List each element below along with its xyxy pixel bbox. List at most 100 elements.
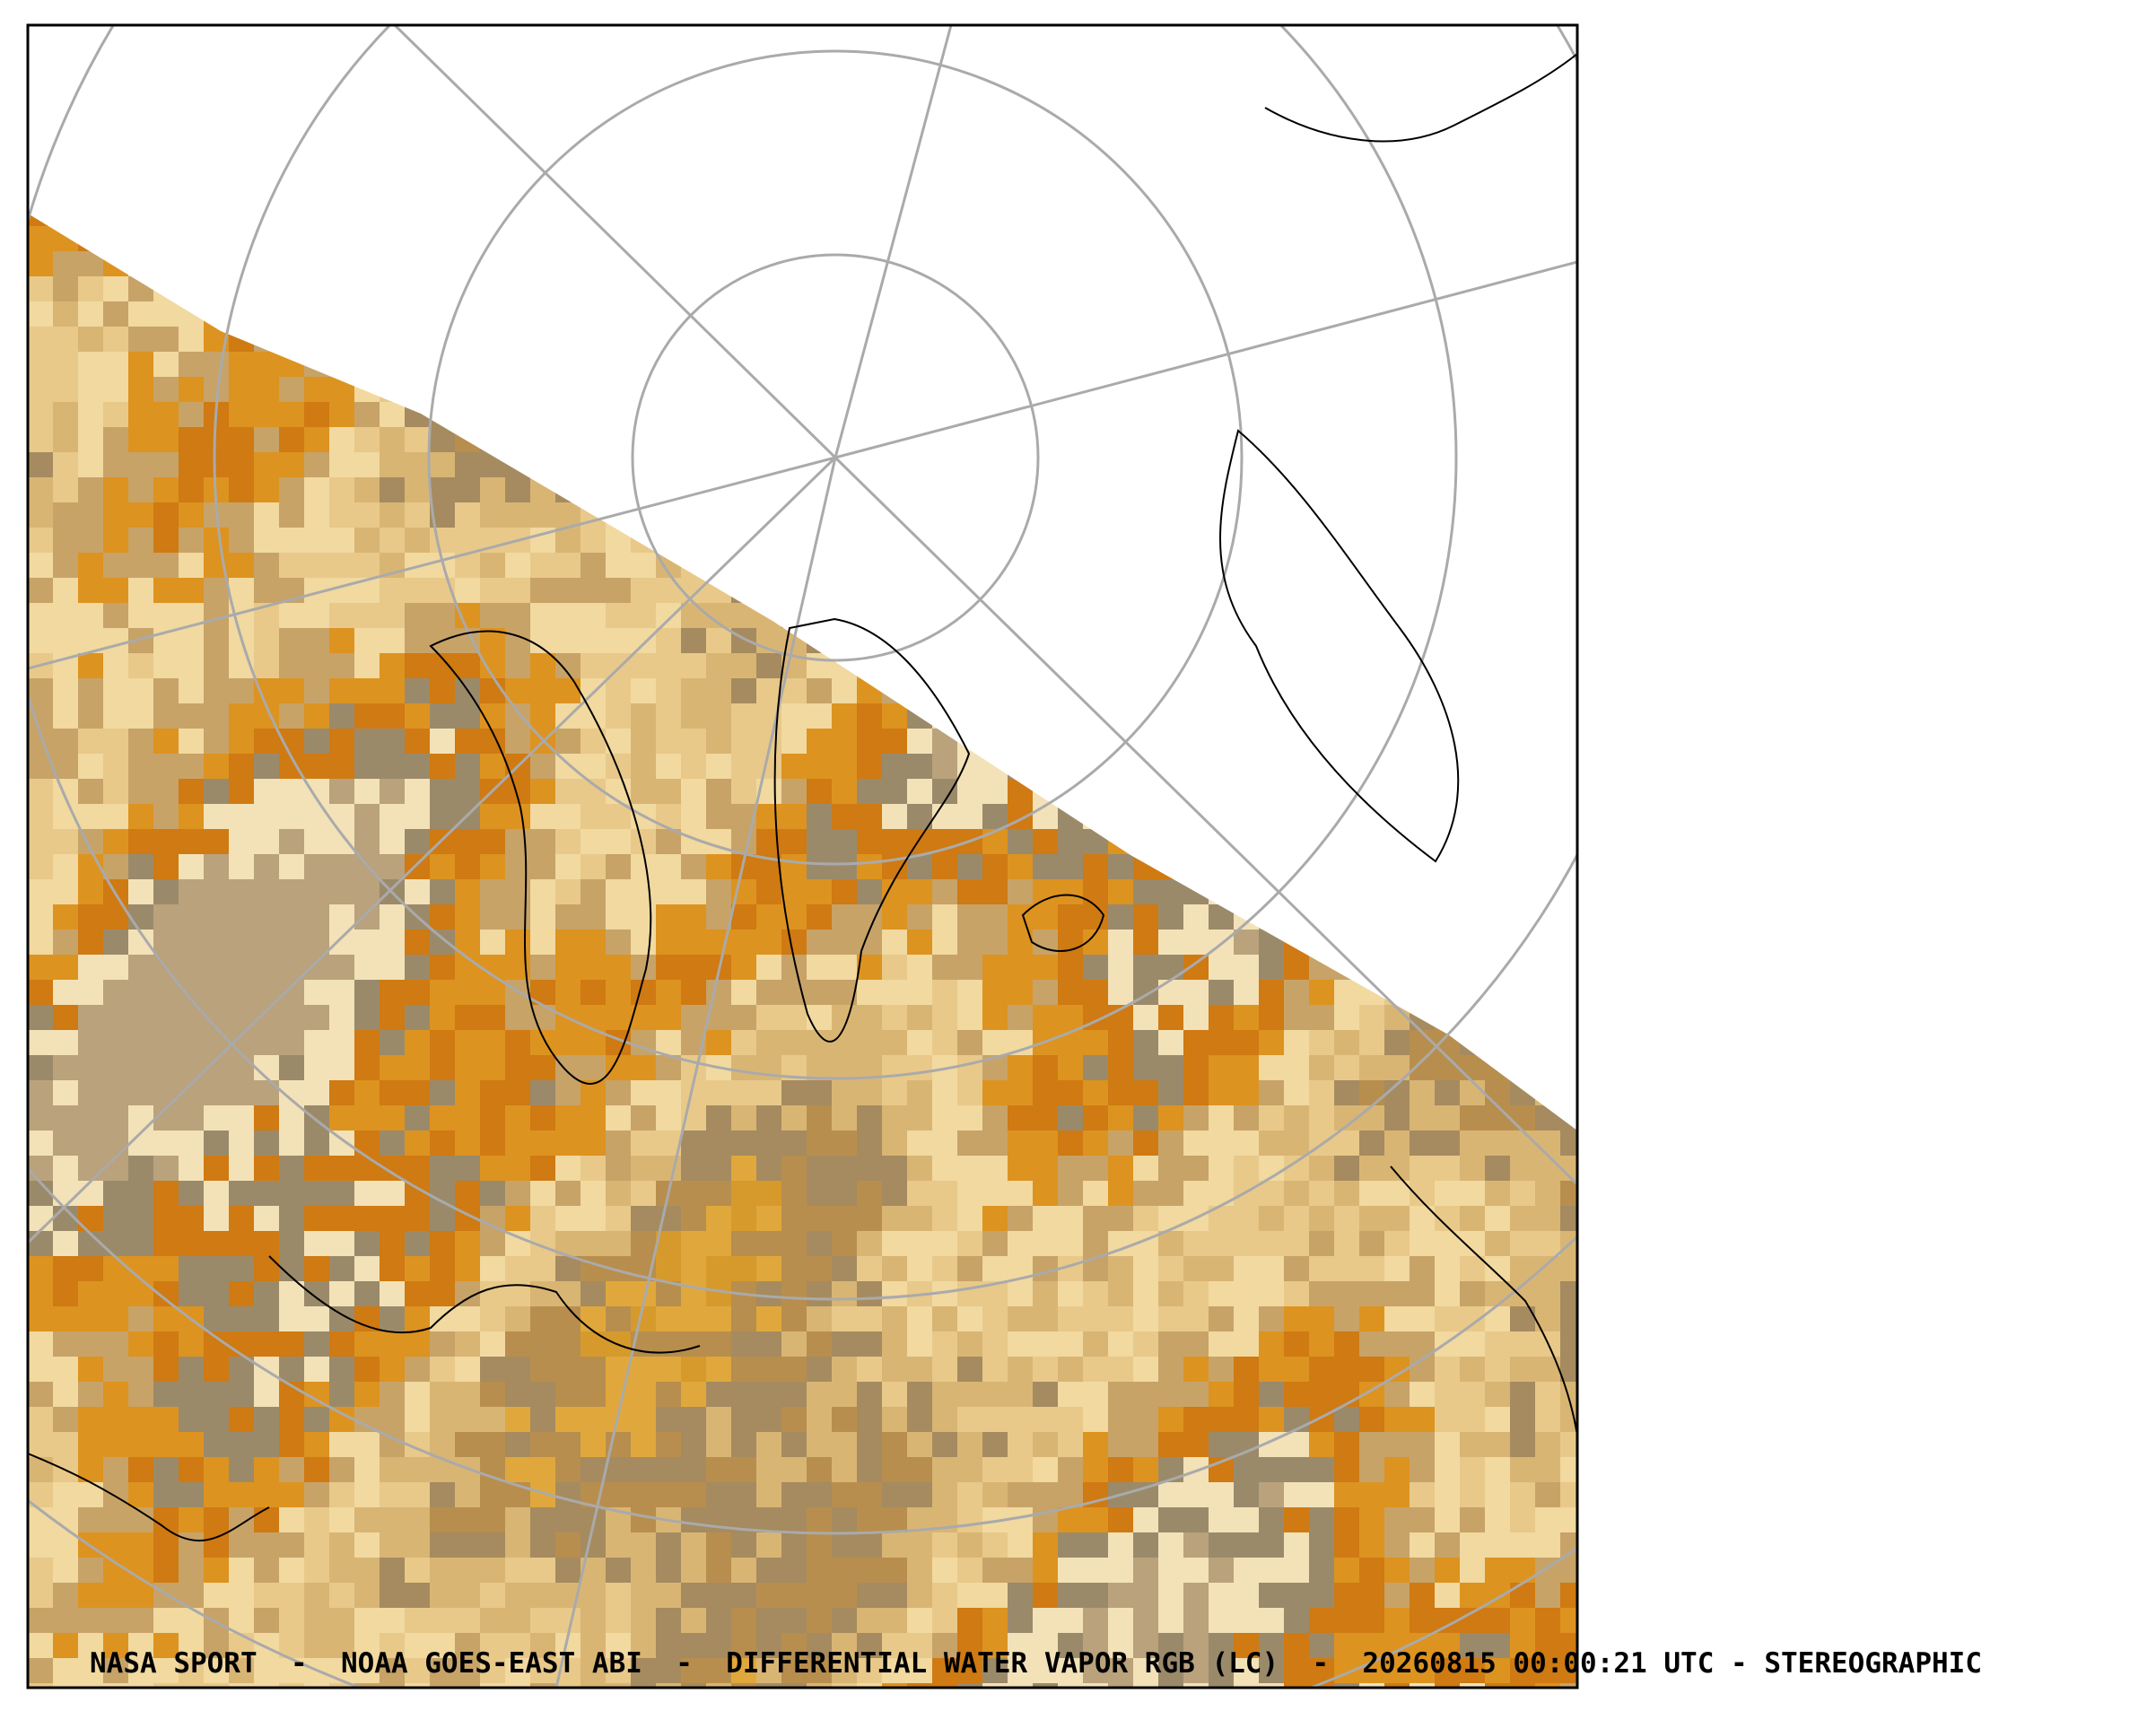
pixel-tile	[1510, 1156, 1535, 1181]
pixel-tile	[354, 955, 380, 980]
pixel-tile	[1359, 1080, 1384, 1105]
pixel-tile	[153, 1331, 179, 1357]
pixel-tile	[1033, 1583, 1058, 1608]
pixel-tile	[380, 1055, 405, 1080]
pixel-tile	[78, 1357, 103, 1382]
pixel-tile	[179, 955, 204, 980]
pixel-tile	[1058, 1482, 1083, 1507]
pixel-tile	[304, 729, 329, 754]
pixel-tile	[304, 1432, 329, 1457]
pixel-tile	[304, 1030, 329, 1055]
pixel-tile	[1183, 1683, 1209, 1688]
pixel-tile	[832, 1583, 857, 1608]
pixel-tile	[153, 980, 179, 1005]
pixel-tile	[229, 1156, 254, 1181]
pixel-tile	[53, 729, 78, 754]
pixel-tile	[606, 854, 631, 879]
pixel-tile	[1510, 1583, 1535, 1608]
pixel-tile	[1485, 1532, 1510, 1558]
pixel-tile	[480, 578, 505, 603]
pixel-tile	[530, 854, 555, 879]
pixel-tile	[1033, 1331, 1058, 1357]
pixel-tile	[53, 251, 78, 276]
pixel-tile	[555, 1482, 580, 1507]
pixel-tile	[505, 1583, 530, 1608]
pixel-tile	[530, 1130, 555, 1156]
pixel-tile	[1535, 1357, 1560, 1382]
pixel-tile	[480, 1331, 505, 1357]
pixel-tile	[53, 1331, 78, 1357]
pixel-tile	[555, 1130, 580, 1156]
pixel-tile	[480, 1281, 505, 1306]
pixel-tile	[656, 1382, 681, 1407]
pixel-tile	[380, 754, 405, 779]
pixel-tile	[505, 904, 530, 930]
pixel-tile	[907, 1206, 932, 1231]
pixel-tile	[1133, 1181, 1158, 1206]
pixel-tile	[128, 1055, 153, 1080]
pixel-tile	[329, 1055, 354, 1080]
pixel-tile	[932, 804, 957, 829]
pixel-tile	[179, 1382, 204, 1407]
pixel-tile	[1535, 1633, 1560, 1658]
pixel-tile	[1510, 1105, 1535, 1130]
pixel-tile	[279, 1683, 304, 1688]
pixel-tile	[204, 1256, 229, 1281]
pixel-tile	[1460, 1181, 1485, 1206]
pixel-tile	[957, 1382, 982, 1407]
pixel-tile	[53, 980, 78, 1005]
pixel-tile	[128, 754, 153, 779]
pixel-tile	[1410, 1457, 1435, 1482]
pixel-tile	[179, 1281, 204, 1306]
pixel-tile	[832, 1382, 857, 1407]
pixel-tile	[505, 703, 530, 729]
pixel-tile	[1008, 1281, 1033, 1306]
pixel-tile	[1309, 1231, 1334, 1256]
pixel-tile	[304, 1055, 329, 1080]
pixel-tile	[480, 1608, 505, 1633]
pixel-tile	[832, 703, 857, 729]
pixel-tile	[329, 452, 354, 477]
pixel-tile	[128, 1156, 153, 1181]
pixel-tile	[1334, 1156, 1359, 1181]
pixel-tile	[354, 1532, 380, 1558]
pixel-tile	[807, 804, 832, 829]
pixel-tile	[530, 1583, 555, 1608]
pixel-tile	[882, 779, 907, 804]
pixel-tile	[530, 553, 555, 578]
pixel-tile	[706, 653, 731, 678]
pixel-tile	[781, 980, 807, 1005]
pixel-tile	[505, 1658, 530, 1683]
pixel-tile	[1284, 1331, 1309, 1357]
pixel-tile	[1133, 1256, 1158, 1281]
pixel-tile	[304, 879, 329, 904]
pixel-tile	[1284, 1482, 1309, 1507]
pixel-tile	[1133, 1306, 1158, 1331]
pixel-tile	[78, 301, 103, 327]
pixel-tile	[530, 703, 555, 729]
pixel-tile	[1259, 980, 1284, 1005]
pixel-tile	[354, 1306, 380, 1331]
pixel-tile	[1535, 1482, 1560, 1507]
pixel-tile	[304, 1281, 329, 1306]
pixel-tile	[932, 1156, 957, 1181]
pixel-tile	[957, 1583, 982, 1608]
pixel-tile	[304, 1080, 329, 1105]
pixel-tile	[103, 1482, 128, 1507]
pixel-tile	[1133, 1030, 1158, 1055]
pixel-tile	[53, 427, 78, 452]
pixel-tile	[982, 1457, 1008, 1482]
pixel-tile	[254, 1256, 279, 1281]
pixel-tile	[1359, 1432, 1384, 1457]
pixel-tile	[631, 980, 656, 1005]
pixel-tile	[354, 1432, 380, 1457]
pixel-tile	[380, 1583, 405, 1608]
pixel-tile	[430, 754, 455, 779]
caption: NASA SPORT - NOAA GOES-EAST ABI - DIFFER…	[90, 1647, 1982, 1680]
pixel-tile	[907, 829, 932, 854]
pixel-tile	[1234, 1558, 1259, 1583]
pixel-tile	[1309, 1532, 1334, 1558]
pixel-tile	[807, 1683, 832, 1688]
pixel-tile	[28, 352, 53, 377]
pixel-tile	[756, 754, 781, 779]
